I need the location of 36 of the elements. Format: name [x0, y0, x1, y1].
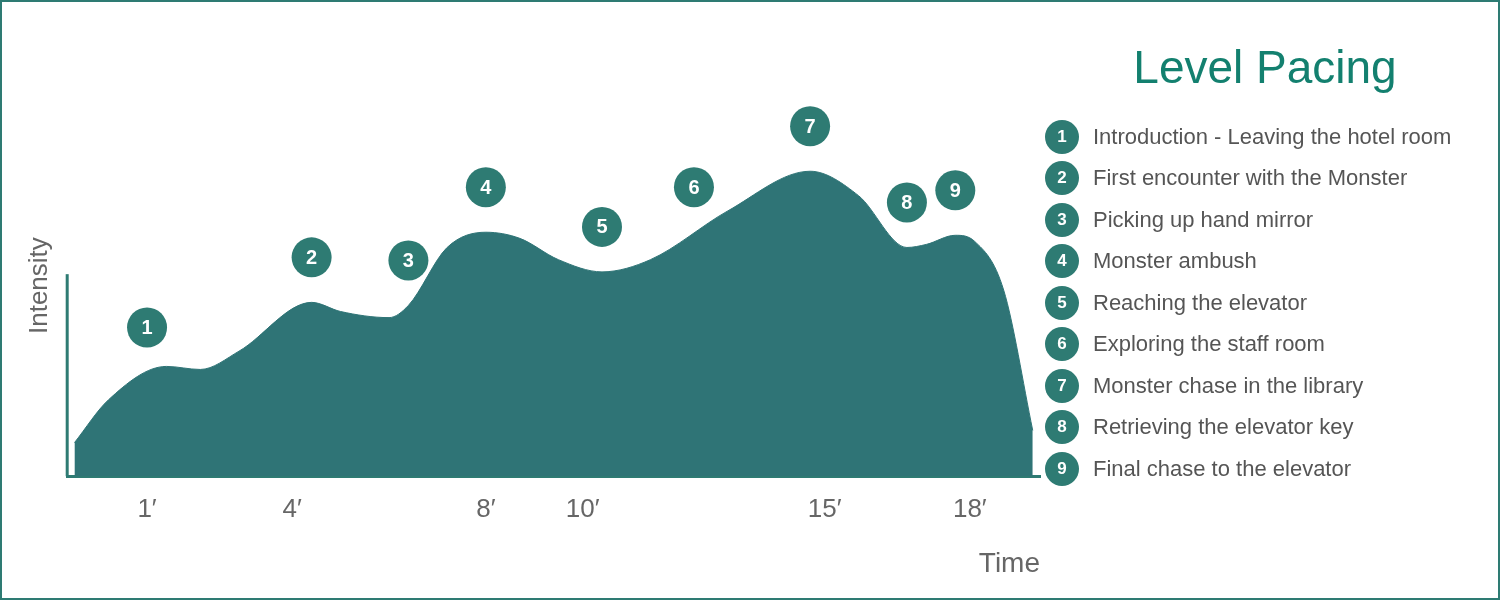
text: Picking up hand mirror	[1093, 206, 1314, 233]
annotation: 8	[901, 191, 913, 213]
text: 6	[1057, 334, 1067, 354]
annotation: 5	[596, 215, 608, 238]
text: First encounter with the Monster	[1093, 165, 1408, 192]
text: 5	[1057, 292, 1067, 312]
text: Level Pacing	[1132, 40, 1398, 94]
text: 9	[1057, 458, 1067, 478]
y-axis-title: Intensity	[22, 237, 53, 335]
text: Retrieving the elevator key	[1093, 414, 1354, 441]
text: 7	[1057, 375, 1067, 395]
annotation: 9	[949, 178, 961, 201]
x-tick-label: 8′	[476, 492, 496, 523]
x-tick-label: 10′	[565, 492, 600, 523]
text: 3	[1057, 209, 1067, 229]
annotation: 4	[480, 175, 493, 198]
text: 8	[1057, 417, 1067, 437]
x-tick-label: 18′	[952, 492, 987, 523]
annotation: 2	[306, 245, 318, 268]
text: Monster chase in the library	[1093, 372, 1364, 399]
annotation: 3	[402, 248, 414, 271]
text: Exploring the staff room	[1093, 331, 1325, 358]
x-axis-title: Time	[978, 546, 1040, 578]
text: 4	[1057, 251, 1067, 271]
annotation: 7	[804, 114, 816, 137]
text: Final chase to the elevator	[1093, 455, 1352, 482]
text: Monster ambush	[1093, 248, 1257, 275]
text: Reaching the elevator	[1093, 289, 1308, 316]
x-tick-label: 15′	[807, 492, 842, 523]
text: Introduction - Leaving the hotel room	[1093, 123, 1452, 150]
text: 2	[1057, 168, 1067, 188]
annotation: 1	[141, 316, 153, 339]
annotation: 6	[688, 175, 700, 198]
x-tick-label: 4′	[282, 492, 303, 523]
x-tick-label: 1′	[137, 492, 157, 523]
text: 1	[1057, 126, 1067, 146]
